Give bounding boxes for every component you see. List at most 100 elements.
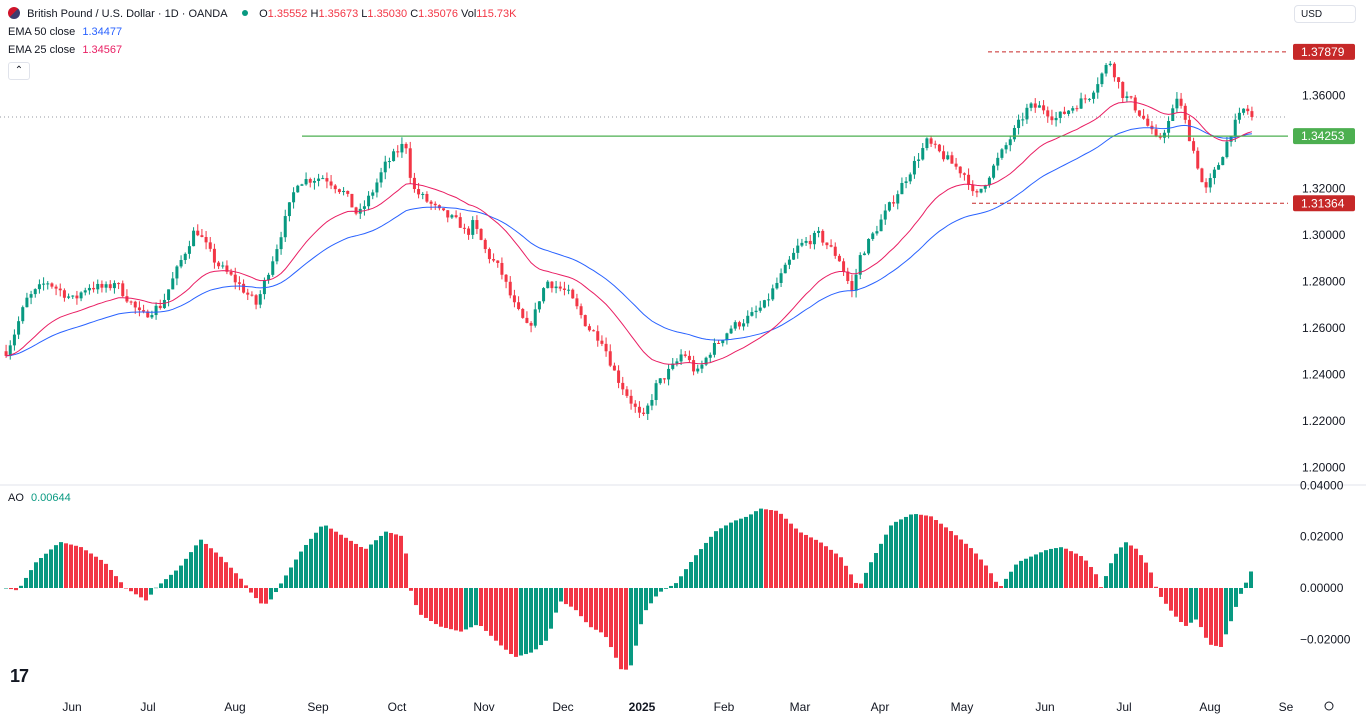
candle [71,295,75,297]
candle [167,289,171,300]
ao-bar [884,534,888,588]
ao-bar [804,534,808,588]
candle [542,288,546,302]
candle [692,360,696,372]
candle [1071,108,1075,111]
candle [8,345,12,356]
ema50-legend[interactable]: EMA 50 close 1.34477 [8,25,122,39]
candle [387,161,391,163]
ao-bar [1029,556,1033,588]
candle [1067,110,1071,114]
ao-bar [814,539,818,588]
ao-bar [1064,548,1068,588]
candle [1046,110,1050,117]
candle [258,294,262,305]
candle [646,405,650,414]
currency-selector[interactable]: USD [1294,5,1356,23]
candle [679,354,683,362]
x-tick-label: Aug [224,700,245,714]
candle [592,330,596,332]
candle [1208,178,1212,188]
ao-bar [14,588,18,591]
candle [225,265,229,272]
ao-bar [1229,588,1233,622]
candle [212,248,216,263]
ao-bar [724,525,728,588]
ao-bar [34,562,38,588]
ao-bar [1084,560,1088,588]
ao-bar [979,559,983,588]
candle [554,286,558,289]
ao-bar [24,577,28,588]
candle [1171,108,1175,122]
candle [108,284,112,289]
ao-bar [674,583,678,588]
candle [37,284,41,290]
candle [425,193,429,202]
tradingview-logo[interactable]: 17 [10,666,29,686]
ao-bar [889,525,893,588]
ao-bar [1094,574,1098,588]
candle [125,296,129,302]
candle [875,231,879,234]
candle [867,238,871,254]
candle [604,343,608,352]
ao-bar [789,523,793,588]
candle [392,151,396,162]
volume-value: 115.73K [476,8,517,20]
candle [142,310,146,312]
ao-bar [589,588,593,628]
candle [137,307,141,311]
ao-bar [969,548,973,588]
candle [650,399,654,406]
candle [346,190,350,194]
candle [804,240,808,243]
ao-legend[interactable]: AO 0.00644 [8,491,71,505]
candle [367,195,371,207]
ao-bar [594,588,598,630]
candle [921,148,925,160]
candle [767,299,771,301]
candle [596,331,600,341]
candle [321,178,325,180]
ao-bar [1159,588,1163,597]
ao-bar [264,588,268,604]
x-tick-label: Feb [714,700,735,714]
candle [617,370,621,383]
candle [300,184,304,186]
candle [962,173,966,175]
candle [996,157,1000,166]
price-tick-label: 1.36000 [1302,89,1346,103]
ao-bar [9,588,13,590]
ao-bar [619,588,623,670]
candle [271,261,275,275]
ao-bar [1044,550,1048,588]
candle [896,194,900,204]
ao-bar [434,588,438,625]
candle [1004,145,1008,150]
ao-bar [1249,571,1253,588]
candle [92,287,96,290]
ao-bar [329,528,333,588]
symbol-title[interactable]: British Pound / U.S. Dollar · 1D · OANDA [27,8,227,20]
ao-bar [394,534,398,588]
collapse-legend-button[interactable]: ⌃ [8,62,30,80]
price-tick-label: 1.32000 [1302,182,1346,196]
candle [812,232,816,245]
ao-bar [49,549,53,588]
candle [33,289,37,295]
candle [62,290,66,298]
candle [862,253,866,256]
ema25-legend[interactable]: EMA 25 close 1.34567 [8,43,122,57]
ema50-label: EMA 50 close [8,26,76,38]
ao-bar [234,573,238,588]
ao-bar [29,570,33,588]
ao-bar [64,543,68,588]
ao-bar [339,534,343,588]
candle [483,239,487,250]
ao-bar [914,514,918,588]
ao-bar [154,587,158,589]
candle [754,310,758,313]
candle [329,181,333,186]
